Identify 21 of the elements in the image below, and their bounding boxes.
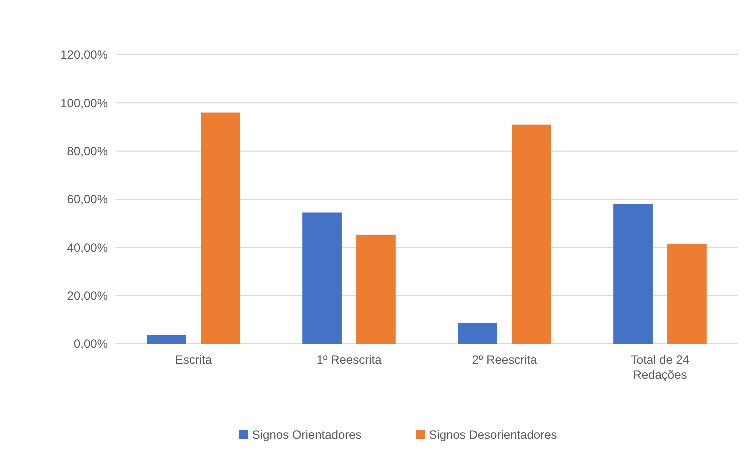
bar bbox=[458, 323, 498, 344]
bar bbox=[614, 204, 653, 344]
y-tick-label: 100,00% bbox=[60, 96, 108, 110]
bar bbox=[201, 112, 240, 344]
x-tick-label: 2º Reescrita bbox=[472, 353, 538, 367]
y-tick-label: 0,00% bbox=[74, 337, 108, 352]
bar bbox=[147, 335, 186, 344]
bar bbox=[302, 212, 342, 344]
legend-label: Signos Orientadores bbox=[252, 428, 362, 442]
x-tick-label: 1º Reescrita bbox=[316, 353, 382, 367]
bar bbox=[356, 234, 396, 344]
bar bbox=[668, 244, 707, 344]
x-tick-label: Escrita bbox=[175, 353, 212, 367]
bar bbox=[512, 124, 552, 344]
y-tick-label: 20,00% bbox=[67, 289, 108, 304]
y-tick-label: 120,00% bbox=[60, 48, 108, 62]
y-tick-label: 40,00% bbox=[67, 240, 108, 255]
x-tick-label: Total de 24 Redações bbox=[630, 353, 690, 382]
y-tick-label: 80,00% bbox=[67, 144, 108, 159]
legend-label: Signos Desorientadores bbox=[429, 428, 558, 442]
y-tick-label: 60,00% bbox=[67, 192, 108, 207]
